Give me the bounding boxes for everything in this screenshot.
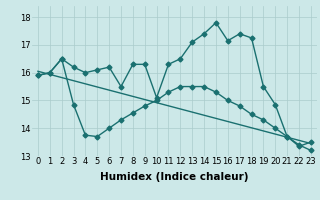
X-axis label: Humidex (Indice chaleur): Humidex (Indice chaleur) xyxy=(100,172,249,182)
